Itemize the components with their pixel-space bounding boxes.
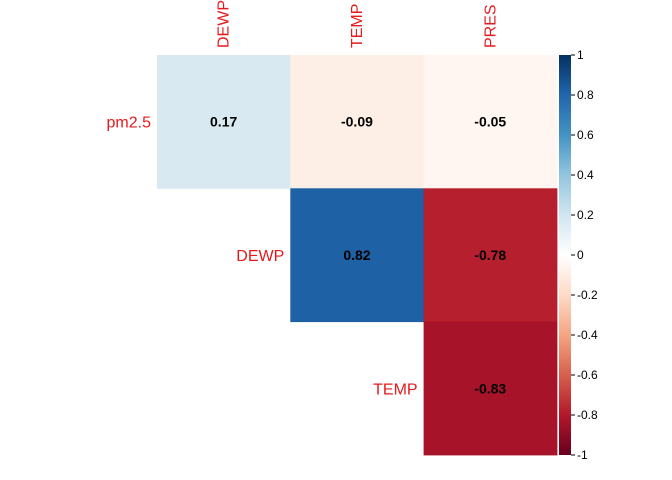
cell-dewp-temp — [290, 188, 425, 323]
color-scale-legend: 1 0.8 0.6 0.4 0.2 0 -0.2 -0.4 -0.6 -0.8 -1 — [559, 48, 598, 462]
scale-tick-label: 0.6 — [577, 128, 594, 142]
cell-pm2-5-temp — [290, 55, 425, 189]
cell-pm2-5-dewp — [157, 55, 291, 189]
row-label-dewp: DEWP — [236, 248, 284, 265]
cell-value-dewp-pres: -0.78 — [474, 247, 506, 263]
scale-tick-label: 0 — [577, 248, 584, 262]
cell-pm2-5-pres — [423, 55, 558, 189]
column-label-dewp: DEWP — [216, 0, 233, 48]
column-label-temp: TEMP — [349, 4, 366, 48]
scale-tick-label: 0.2 — [577, 208, 594, 222]
scale-tick-label: 0.8 — [577, 88, 594, 102]
scale-tick-label: -0.4 — [577, 328, 598, 342]
scale-tick-label: 0.4 — [577, 168, 594, 182]
cell-dewp-pres — [423, 188, 558, 323]
cell-value-dewp-temp: 0.82 — [343, 247, 370, 263]
scale-tick-label: -0.8 — [577, 408, 598, 422]
cell-temp-pres — [423, 321, 558, 456]
row-label-temp: TEMP — [373, 381, 417, 398]
cell-value-pm2-5-pres: -0.05 — [474, 114, 506, 130]
scale-tick-label: -0.6 — [577, 368, 598, 382]
color-scale-bar — [559, 55, 571, 455]
cell-value-temp-pres: -0.83 — [474, 380, 506, 396]
scale-tick-label: -0.2 — [577, 288, 598, 302]
scale-tick-label: 1 — [577, 48, 584, 62]
column-label-pres: PRES — [482, 4, 499, 48]
cell-value-pm2-5-temp: -0.09 — [341, 114, 373, 130]
scale-tick-label: -1 — [577, 448, 588, 462]
row-label-pm2-5: pm2.5 — [107, 115, 152, 132]
column-labels: DEWP TEMP PRES — [216, 0, 500, 48]
cell-value-pm2-5-dewp: 0.17 — [210, 114, 237, 130]
row-labels: pm2.5 DEWP TEMP — [107, 115, 418, 399]
matrix-cells: 0.17 -0.09 -0.05 0.82 -0.78 -0.83 — [157, 55, 558, 456]
